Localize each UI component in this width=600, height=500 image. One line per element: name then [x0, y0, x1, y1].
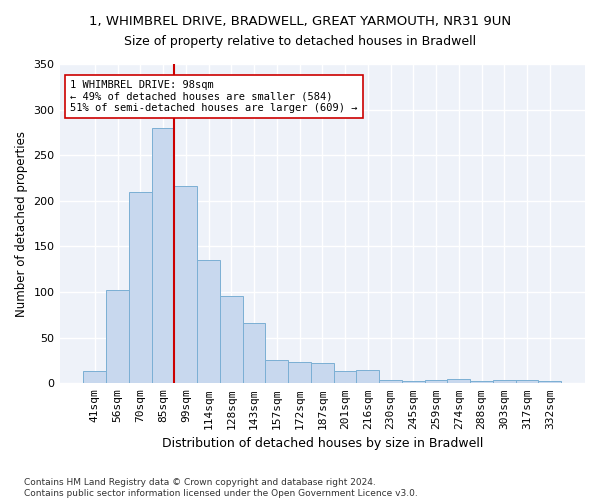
Text: Size of property relative to detached houses in Bradwell: Size of property relative to detached ho…	[124, 35, 476, 48]
Bar	[220, 296, 242, 384]
Bar	[242, 323, 265, 384]
Bar	[129, 192, 152, 384]
Bar	[175, 186, 197, 384]
Bar	[288, 362, 311, 384]
Bar	[356, 370, 379, 384]
Bar	[402, 380, 425, 384]
Bar	[379, 380, 402, 384]
Text: 1, WHIMBREL DRIVE, BRADWELL, GREAT YARMOUTH, NR31 9UN: 1, WHIMBREL DRIVE, BRADWELL, GREAT YARMO…	[89, 15, 511, 28]
Bar	[448, 378, 470, 384]
Text: Contains HM Land Registry data © Crown copyright and database right 2024.
Contai: Contains HM Land Registry data © Crown c…	[24, 478, 418, 498]
Bar	[311, 363, 334, 384]
Bar	[538, 380, 561, 384]
Bar	[106, 290, 129, 384]
Bar	[83, 370, 106, 384]
Bar	[152, 128, 175, 384]
Bar	[493, 380, 515, 384]
Bar	[470, 380, 493, 384]
Bar	[265, 360, 288, 384]
X-axis label: Distribution of detached houses by size in Bradwell: Distribution of detached houses by size …	[161, 437, 483, 450]
Bar	[515, 380, 538, 384]
Bar	[334, 370, 356, 384]
Y-axis label: Number of detached properties: Number of detached properties	[15, 130, 28, 316]
Text: 1 WHIMBREL DRIVE: 98sqm
← 49% of detached houses are smaller (584)
51% of semi-d: 1 WHIMBREL DRIVE: 98sqm ← 49% of detache…	[70, 80, 358, 113]
Bar	[425, 380, 448, 384]
Bar	[197, 260, 220, 384]
